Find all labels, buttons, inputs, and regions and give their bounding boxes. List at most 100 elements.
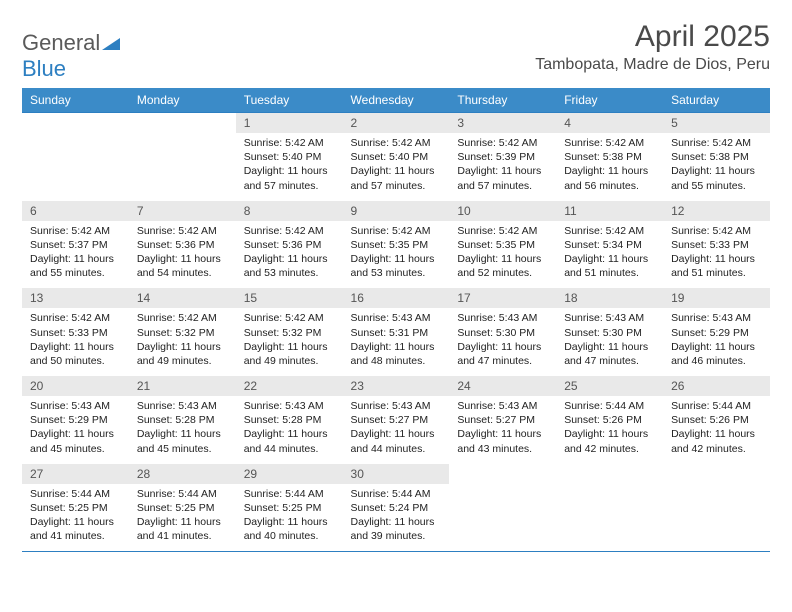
- daylight-text: Daylight: 11 hours and 49 minutes.: [137, 340, 228, 368]
- sunset-text: Sunset: 5:24 PM: [351, 501, 442, 515]
- sunset-text: Sunset: 5:32 PM: [137, 326, 228, 340]
- sunrise-text: Sunrise: 5:44 AM: [244, 487, 335, 501]
- sunrise-text: Sunrise: 5:43 AM: [671, 311, 762, 325]
- sunrise-text: Sunrise: 5:42 AM: [351, 136, 442, 150]
- day-number-cell: 24: [449, 376, 556, 396]
- day-number-cell: 5: [663, 113, 770, 134]
- day-header: Saturday: [663, 88, 770, 113]
- daylight-text: Daylight: 11 hours and 42 minutes.: [671, 427, 762, 455]
- day-content-cell: Sunrise: 5:44 AMSunset: 5:26 PMDaylight:…: [556, 396, 663, 464]
- day-header: Thursday: [449, 88, 556, 113]
- day-number-row: 12345: [22, 113, 770, 134]
- sunset-text: Sunset: 5:26 PM: [671, 413, 762, 427]
- day-number-cell: 17: [449, 288, 556, 308]
- day-content-cell: Sunrise: 5:43 AMSunset: 5:27 PMDaylight:…: [343, 396, 450, 464]
- daylight-text: Daylight: 11 hours and 56 minutes.: [564, 164, 655, 192]
- sunrise-text: Sunrise: 5:42 AM: [244, 136, 335, 150]
- sunrise-text: Sunrise: 5:44 AM: [30, 487, 121, 501]
- day-number-cell: [449, 464, 556, 484]
- sunrise-text: Sunrise: 5:42 AM: [244, 311, 335, 325]
- day-header: Friday: [556, 88, 663, 113]
- day-number-cell: [663, 464, 770, 484]
- sunset-text: Sunset: 5:36 PM: [137, 238, 228, 252]
- sunrise-text: Sunrise: 5:44 AM: [351, 487, 442, 501]
- daylight-text: Daylight: 11 hours and 54 minutes.: [137, 252, 228, 280]
- sunset-text: Sunset: 5:28 PM: [244, 413, 335, 427]
- daylight-text: Daylight: 11 hours and 41 minutes.: [137, 515, 228, 543]
- daylight-text: Daylight: 11 hours and 41 minutes.: [30, 515, 121, 543]
- day-number-cell: 30: [343, 464, 450, 484]
- day-number-cell: 20: [22, 376, 129, 396]
- daylight-text: Daylight: 11 hours and 43 minutes.: [457, 427, 548, 455]
- daylight-text: Daylight: 11 hours and 39 minutes.: [351, 515, 442, 543]
- sunrise-text: Sunrise: 5:43 AM: [137, 399, 228, 413]
- sunrise-text: Sunrise: 5:44 AM: [137, 487, 228, 501]
- daylight-text: Daylight: 11 hours and 47 minutes.: [457, 340, 548, 368]
- daylight-text: Daylight: 11 hours and 53 minutes.: [244, 252, 335, 280]
- daylight-text: Daylight: 11 hours and 55 minutes.: [671, 164, 762, 192]
- day-content-cell: Sunrise: 5:42 AMSunset: 5:36 PMDaylight:…: [236, 221, 343, 289]
- sunset-text: Sunset: 5:38 PM: [671, 150, 762, 164]
- sunset-text: Sunset: 5:27 PM: [457, 413, 548, 427]
- day-content-cell: [663, 484, 770, 552]
- day-number-cell: 8: [236, 201, 343, 221]
- sunrise-text: Sunrise: 5:43 AM: [30, 399, 121, 413]
- day-content-cell: Sunrise: 5:43 AMSunset: 5:28 PMDaylight:…: [236, 396, 343, 464]
- day-content-cell: Sunrise: 5:44 AMSunset: 5:25 PMDaylight:…: [129, 484, 236, 552]
- day-content-cell: Sunrise: 5:43 AMSunset: 5:30 PMDaylight:…: [449, 308, 556, 376]
- day-number-cell: 6: [22, 201, 129, 221]
- sunset-text: Sunset: 5:25 PM: [244, 501, 335, 515]
- sunrise-text: Sunrise: 5:42 AM: [564, 136, 655, 150]
- sunset-text: Sunset: 5:40 PM: [351, 150, 442, 164]
- sunrise-text: Sunrise: 5:42 AM: [137, 224, 228, 238]
- day-content-row: Sunrise: 5:42 AMSunset: 5:33 PMDaylight:…: [22, 308, 770, 376]
- daylight-text: Daylight: 11 hours and 51 minutes.: [671, 252, 762, 280]
- sunrise-text: Sunrise: 5:42 AM: [457, 224, 548, 238]
- day-number-row: 20212223242526: [22, 376, 770, 396]
- day-content-cell: Sunrise: 5:42 AMSunset: 5:33 PMDaylight:…: [22, 308, 129, 376]
- sunrise-text: Sunrise: 5:44 AM: [671, 399, 762, 413]
- day-content-cell: Sunrise: 5:42 AMSunset: 5:32 PMDaylight:…: [236, 308, 343, 376]
- sunset-text: Sunset: 5:26 PM: [564, 413, 655, 427]
- day-header: Sunday: [22, 88, 129, 113]
- day-number-cell: 16: [343, 288, 450, 308]
- day-number-cell: 10: [449, 201, 556, 221]
- day-number-cell: 25: [556, 376, 663, 396]
- day-content-row: Sunrise: 5:42 AMSunset: 5:37 PMDaylight:…: [22, 221, 770, 289]
- sunset-text: Sunset: 5:29 PM: [671, 326, 762, 340]
- sunset-text: Sunset: 5:40 PM: [244, 150, 335, 164]
- sunrise-text: Sunrise: 5:43 AM: [351, 399, 442, 413]
- day-content-cell: [22, 133, 129, 201]
- brand-triangle-icon: [102, 30, 120, 56]
- sunrise-text: Sunrise: 5:42 AM: [244, 224, 335, 238]
- daylight-text: Daylight: 11 hours and 46 minutes.: [671, 340, 762, 368]
- daylight-text: Daylight: 11 hours and 57 minutes.: [351, 164, 442, 192]
- brand-logo: General Blue: [22, 20, 120, 82]
- sunrise-text: Sunrise: 5:43 AM: [244, 399, 335, 413]
- sunset-text: Sunset: 5:30 PM: [457, 326, 548, 340]
- day-content-cell: Sunrise: 5:42 AMSunset: 5:33 PMDaylight:…: [663, 221, 770, 289]
- day-number-cell: [129, 113, 236, 134]
- day-number-cell: [556, 464, 663, 484]
- sunset-text: Sunset: 5:29 PM: [30, 413, 121, 427]
- day-content-cell: Sunrise: 5:44 AMSunset: 5:26 PMDaylight:…: [663, 396, 770, 464]
- day-number-cell: 28: [129, 464, 236, 484]
- day-number-cell: 26: [663, 376, 770, 396]
- daylight-text: Daylight: 11 hours and 44 minutes.: [351, 427, 442, 455]
- day-number-cell: 4: [556, 113, 663, 134]
- daylight-text: Daylight: 11 hours and 50 minutes.: [30, 340, 121, 368]
- sunrise-text: Sunrise: 5:42 AM: [30, 224, 121, 238]
- day-content-row: Sunrise: 5:44 AMSunset: 5:25 PMDaylight:…: [22, 484, 770, 552]
- calendar-table: Sunday Monday Tuesday Wednesday Thursday…: [22, 88, 770, 552]
- sunset-text: Sunset: 5:39 PM: [457, 150, 548, 164]
- day-content-cell: Sunrise: 5:43 AMSunset: 5:29 PMDaylight:…: [22, 396, 129, 464]
- daylight-text: Daylight: 11 hours and 57 minutes.: [457, 164, 548, 192]
- day-number-cell: 11: [556, 201, 663, 221]
- day-number-cell: 12: [663, 201, 770, 221]
- sunset-text: Sunset: 5:37 PM: [30, 238, 121, 252]
- brand-word-blue: Blue: [22, 56, 66, 81]
- sunset-text: Sunset: 5:31 PM: [351, 326, 442, 340]
- sunset-text: Sunset: 5:33 PM: [671, 238, 762, 252]
- day-number-cell: 21: [129, 376, 236, 396]
- day-number-cell: 27: [22, 464, 129, 484]
